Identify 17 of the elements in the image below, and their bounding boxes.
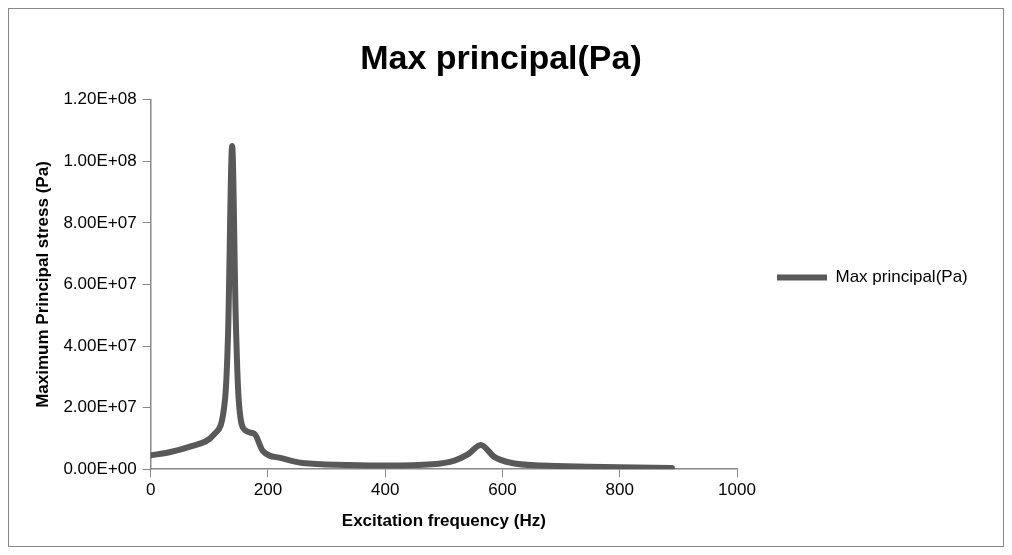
x-axis-title: Excitation frequency (Hz) <box>341 511 546 531</box>
legend-label: Max principal(Pa) <box>835 267 968 287</box>
y-tick-label: 4.00E+07 <box>63 335 137 355</box>
y-tick-label: 1.20E+08 <box>63 89 137 109</box>
x-tick-label: 400 <box>371 480 400 500</box>
x-tick-label: 200 <box>253 480 283 500</box>
y-axis-title: Maximum Principal stress (Pa) <box>32 161 52 408</box>
y-tick-label: 8.00E+07 <box>63 212 137 232</box>
y-tick-label: 0.00E+00 <box>63 458 137 478</box>
x-tick-label: 800 <box>605 480 634 500</box>
x-tick-label: 600 <box>488 480 517 500</box>
y-tick-label: 1.00E+08 <box>63 151 137 171</box>
x-tick-label: 1000 <box>718 480 756 500</box>
y-tick-label: 2.00E+07 <box>63 397 137 417</box>
x-tick-label: 0 <box>145 480 156 500</box>
chart-title: Max principal(Pa) <box>360 37 642 76</box>
y-tick-label: 6.00E+07 <box>63 274 137 294</box>
